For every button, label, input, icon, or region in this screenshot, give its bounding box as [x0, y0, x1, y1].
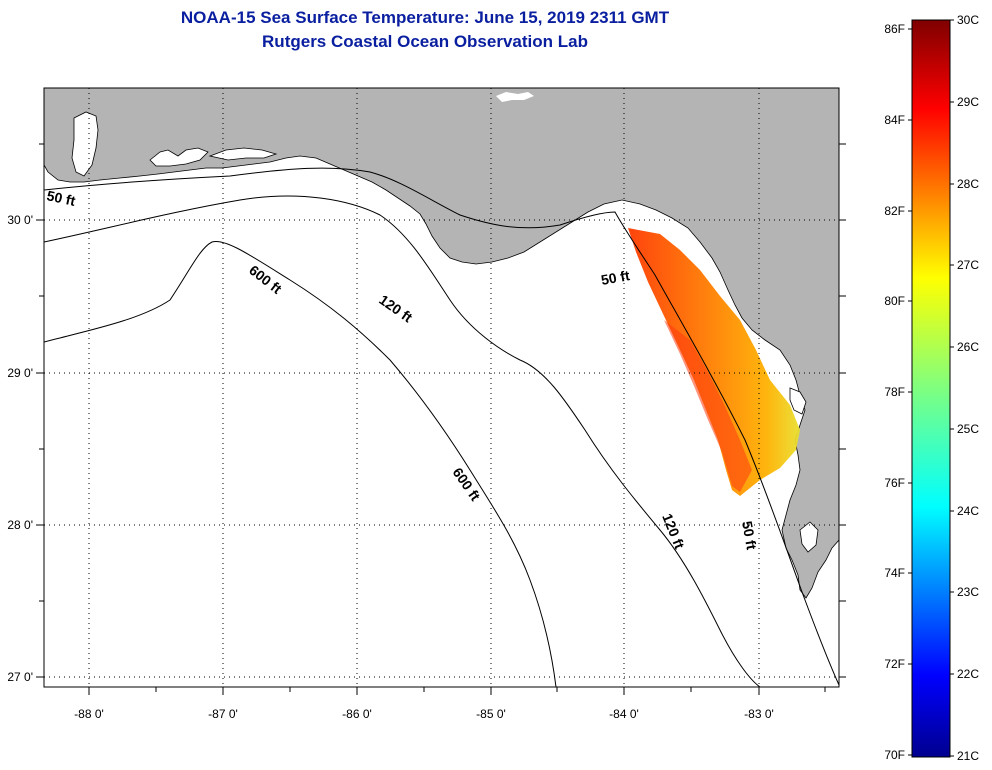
lat-label-30: 30 0'	[7, 213, 33, 227]
inland-lake	[496, 92, 534, 102]
colorbar-f-label-84: 84F	[884, 113, 905, 127]
lon-label-85: -85 0'	[476, 707, 506, 721]
colorbar-ticks	[908, 19, 954, 757]
contour-600ft	[44, 240, 557, 687]
map-title: NOAA-15 Sea Surface Temperature: June 15…	[180, 8, 670, 27]
charlotte-harbor	[799, 521, 819, 553]
sst-swath	[628, 228, 800, 496]
contour-120ft	[44, 195, 761, 687]
temperature-colorbar: 86F 84F 82F 80F 78F 76F 74F 72F 70F 30C …	[884, 13, 979, 763]
lat-label-27: 27 0'	[7, 670, 33, 684]
colorbar-c-label-28: 28C	[957, 177, 979, 191]
contour-label-50ft-bigbend: 50 ft	[600, 267, 631, 288]
colorbar-f-label-74: 74F	[884, 566, 905, 580]
lon-label-87: -87 0'	[208, 707, 238, 721]
colorbar-f-label-82: 82F	[884, 204, 905, 218]
choctawhatchee-bay	[208, 147, 278, 161]
pensacola-bay	[149, 147, 209, 167]
colorbar-c-label-24: 24C	[957, 504, 979, 518]
lon-label-84: -84 0'	[609, 707, 639, 721]
lat-label-28: 28 0'	[7, 518, 33, 532]
colorbar-f-label-76: 76F	[884, 476, 905, 490]
tampa-bay	[789, 387, 807, 415]
colorbar-f-label-86: 86F	[884, 22, 905, 36]
colorbar-f-label-78: 78F	[884, 385, 905, 399]
contour-label-50ft-west: 50 ft	[45, 187, 77, 209]
colorbar-f-label-70: 70F	[884, 748, 905, 762]
colorbar-gradient	[911, 19, 951, 758]
colorbar-f-label-72: 72F	[884, 657, 905, 671]
contour-50ft-north	[44, 167, 839, 686]
colorbar-c-label-25: 25C	[957, 422, 979, 436]
colorbar-c-label-26: 26C	[957, 340, 979, 354]
sst-swath-warm-core	[664, 320, 752, 492]
map-subtitle: Rutgers Coastal Ocean Observation Lab	[262, 32, 588, 51]
colorbar-c-label-21: 21C	[957, 749, 979, 763]
colorbar-c-label-30: 30C	[957, 13, 979, 27]
colorbar-c-label-23: 23C	[957, 585, 979, 599]
colorbar-c-label-29: 29C	[957, 95, 979, 109]
depth-contours	[44, 167, 839, 687]
colorbar-c-label-22: 22C	[957, 667, 979, 681]
mobile-bay	[71, 111, 99, 177]
lat-label-29: 29 0'	[7, 366, 33, 380]
colorbar-f-label-80: 80F	[884, 294, 905, 308]
contour-label-50ft-south: 50 ft	[739, 520, 760, 551]
map-frame	[43, 87, 840, 688]
colorbar-c-label-27: 27C	[957, 258, 979, 272]
lon-label-83: -83 0'	[744, 707, 774, 721]
map-panel: 50 ft 600 ft 120 ft 50 ft 600 ft 120 ft …	[7, 87, 846, 721]
lon-label-88: -88 0'	[74, 707, 104, 721]
axis-ticks	[36, 143, 846, 695]
lon-label-86: -86 0'	[342, 707, 372, 721]
